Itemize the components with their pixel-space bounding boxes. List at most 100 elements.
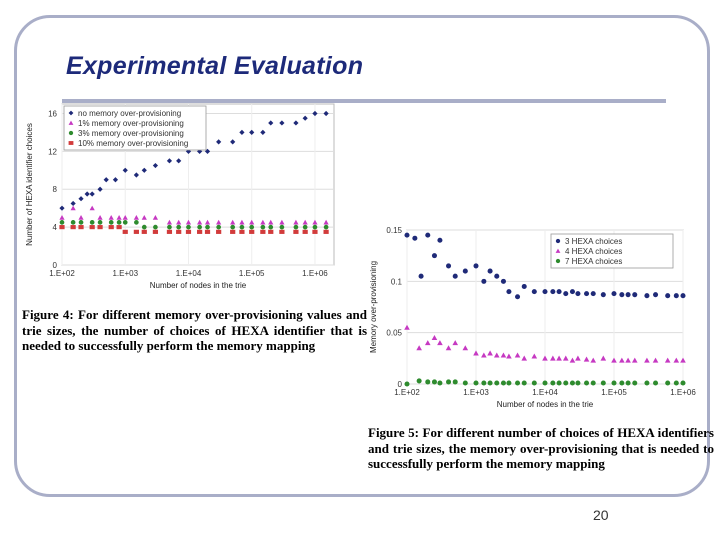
chart5-series0-point (556, 289, 562, 295)
chart5-series1-point (575, 355, 581, 361)
chart5-series1-point (542, 355, 548, 361)
chart5-series2-point (625, 380, 631, 386)
chart4-series0-point (84, 191, 90, 197)
chart4-series1-point (239, 219, 245, 225)
chart4-y-tick-label: 8 (53, 185, 58, 194)
chart5-series2-point (569, 380, 575, 386)
chart4-series0-point (166, 158, 173, 164)
chart5-series0-point (665, 293, 671, 299)
chart5-series0-point (446, 263, 452, 269)
chart4-series3-point (70, 225, 76, 230)
chart4-series0-point (312, 110, 318, 117)
chart4-series3-point (279, 229, 285, 234)
chart4-series1-point (197, 219, 203, 225)
chart4-series1-point (279, 219, 285, 225)
chart5-x-tick-label: 1.E+05 (601, 388, 627, 397)
chart4-series3-point (268, 229, 274, 234)
chart4-series2-point (302, 224, 308, 230)
chart4-series2-point (141, 224, 147, 230)
chart4-series0-point (239, 129, 245, 136)
chart4-series2-point (122, 220, 128, 225)
chart5-series0-point (590, 291, 596, 297)
chart4-series2-point (249, 224, 255, 230)
chart5-series2-point (632, 380, 638, 386)
chart5-series2-point (665, 380, 671, 386)
chart5-series2-point (416, 378, 422, 384)
chart4-series2-point (89, 220, 95, 225)
chart5-series2-point (487, 380, 493, 386)
chart5-series0-point (611, 291, 617, 297)
chart5-series0-point (462, 268, 468, 274)
chart4-series1-point (249, 219, 255, 225)
chart4-series0-point (302, 115, 308, 121)
chart4-series0-point (141, 167, 147, 173)
chart4-x-tick-label: 1.E+04 (176, 269, 202, 278)
chart4-series3-point (197, 229, 203, 234)
chart4-series2-point (134, 220, 139, 225)
chart5-series1-point (611, 357, 617, 363)
chart5-series0-point (431, 253, 437, 259)
chart5-series0-point (673, 293, 679, 299)
chart5-series1-point (452, 340, 459, 346)
chart5-x-tick-label: 1.E+06 (670, 388, 696, 397)
chart5-series1-point (673, 357, 680, 363)
chart4-series1-point (204, 219, 211, 225)
figure-5-caption: Figure 5: For different number of choice… (368, 425, 714, 471)
chart5-series2-point (542, 380, 548, 386)
chart5-series2-point (473, 380, 479, 386)
chart4-series0-point (293, 120, 299, 126)
chart5-series2-point (452, 379, 458, 385)
chart5-series1-point (514, 352, 521, 358)
chart4-series0-point (89, 191, 95, 197)
chart4-series3-point (78, 225, 84, 230)
chart5-legend-label: 4 HEXA choices (565, 247, 622, 256)
chart4-series2-point (97, 220, 103, 225)
chart4-x-tick-label: 1.E+06 (302, 269, 328, 278)
chart4-series2-point (205, 224, 210, 230)
chart4-series2-point (239, 224, 245, 230)
slide-title: Experimental Evaluation (66, 52, 364, 80)
chart5-series1-point (652, 357, 659, 363)
chart4-series0-point (323, 110, 329, 117)
chart4-series2-point (176, 224, 182, 230)
chart5-series2-point (462, 380, 468, 386)
chart5-legend-marker (555, 258, 561, 264)
chart4-series0-point (268, 120, 274, 126)
chart5-series2-point (575, 380, 581, 386)
chart5-x-tick-label: 1.E+02 (394, 388, 420, 397)
chart4-series0-point (249, 129, 255, 136)
chart4-y-tick-label: 0 (53, 261, 58, 270)
chart4-series2-point (293, 224, 299, 230)
chart5-series1-point (431, 335, 438, 341)
chart4-series2-point (279, 224, 285, 230)
chart5-series1-point (487, 350, 493, 356)
chart4-legend-marker (68, 120, 74, 125)
chart5-series1-point (569, 357, 576, 363)
chart4-series3-point (97, 225, 103, 230)
chart4-y-tick-label: 4 (53, 223, 58, 232)
chart5-series1-point (644, 357, 650, 363)
chart5-y-tick-label: 0.15 (386, 226, 402, 235)
chart4-series1-point (176, 219, 182, 225)
chart5-series0-point (584, 291, 590, 297)
chart5-series1-point (600, 355, 607, 361)
chart4-series2-point (78, 220, 84, 225)
chart5-series0-point (412, 235, 418, 241)
chart5-series2-point (619, 380, 625, 386)
chart5-series0-point (550, 289, 556, 295)
chart4-series3-point (152, 229, 159, 234)
chart4-series3-point (122, 229, 128, 234)
chart4-series3-point (176, 229, 182, 234)
chart4-series3-point (141, 229, 147, 234)
chart5-x-axis-label: Number of nodes in the trie (497, 400, 594, 409)
figure-5-chart: 0 0.05 0.1 0.15 1.E+02 1.E+03 1.E+04 1.E+05 1.E+… (369, 226, 696, 409)
chart4-series1-point (89, 205, 95, 211)
chart5-series2-point (531, 380, 537, 386)
chart5-series1-point (445, 345, 452, 351)
chart5-series0-point (494, 273, 500, 279)
chart4-series2-point (116, 220, 122, 225)
chart5-series2-point (584, 380, 590, 386)
chart4-series1-point (133, 215, 139, 220)
chart5-series0-point (625, 292, 631, 298)
chart4-series3-point (230, 229, 236, 234)
